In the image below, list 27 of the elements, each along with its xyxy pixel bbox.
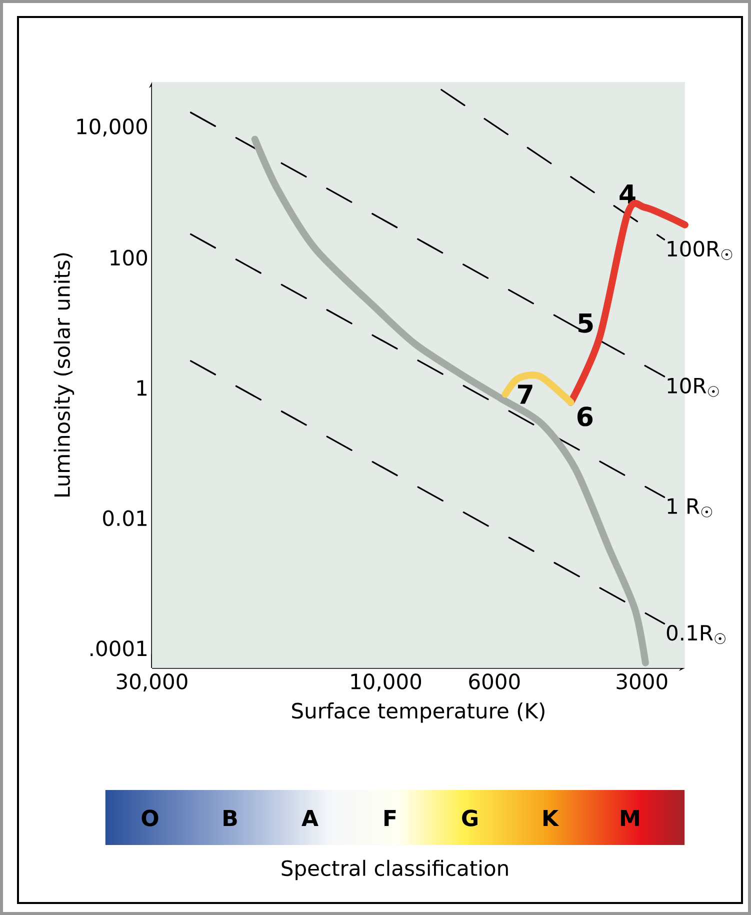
y-tick-label: 0.01 [103, 510, 146, 526]
text: M [621, 810, 639, 826]
series-label: 0.1R$_{☉}$ [666, 624, 726, 644]
annotation: 5 [578, 314, 593, 333]
x-tick-label: 6000 [469, 674, 520, 690]
y-axis-title: Luminosity (solar units) [54, 253, 74, 496]
text: K [544, 810, 560, 826]
text: Spectral classification [282, 860, 508, 880]
y-tick-label: 10,000 [77, 118, 148, 137]
text: B [224, 810, 237, 826]
x-tick-label: 10,000 [351, 674, 422, 692]
series-label: 100R$_{☉}$ [668, 240, 732, 260]
text: O [142, 810, 158, 826]
x-axis-title: Surface temperature (K) [292, 702, 544, 723]
annotation: 7 [518, 384, 532, 404]
series-label: 1 R$_{☉}$ [668, 498, 712, 518]
y-tick-label: 100 [110, 250, 148, 266]
annotation: 4 [620, 184, 636, 204]
x-tick-label: 30,000 [116, 674, 188, 692]
text: G [462, 810, 478, 826]
text: F [384, 810, 396, 826]
annotation: 6 [577, 406, 593, 426]
y-tick-label: 1 [137, 380, 146, 396]
x-tick-label: 3000 [616, 674, 668, 690]
text: A [302, 810, 318, 826]
y-tick-label: .0001 [90, 640, 146, 656]
series-label: 10R$_{☉}$ [668, 378, 719, 397]
